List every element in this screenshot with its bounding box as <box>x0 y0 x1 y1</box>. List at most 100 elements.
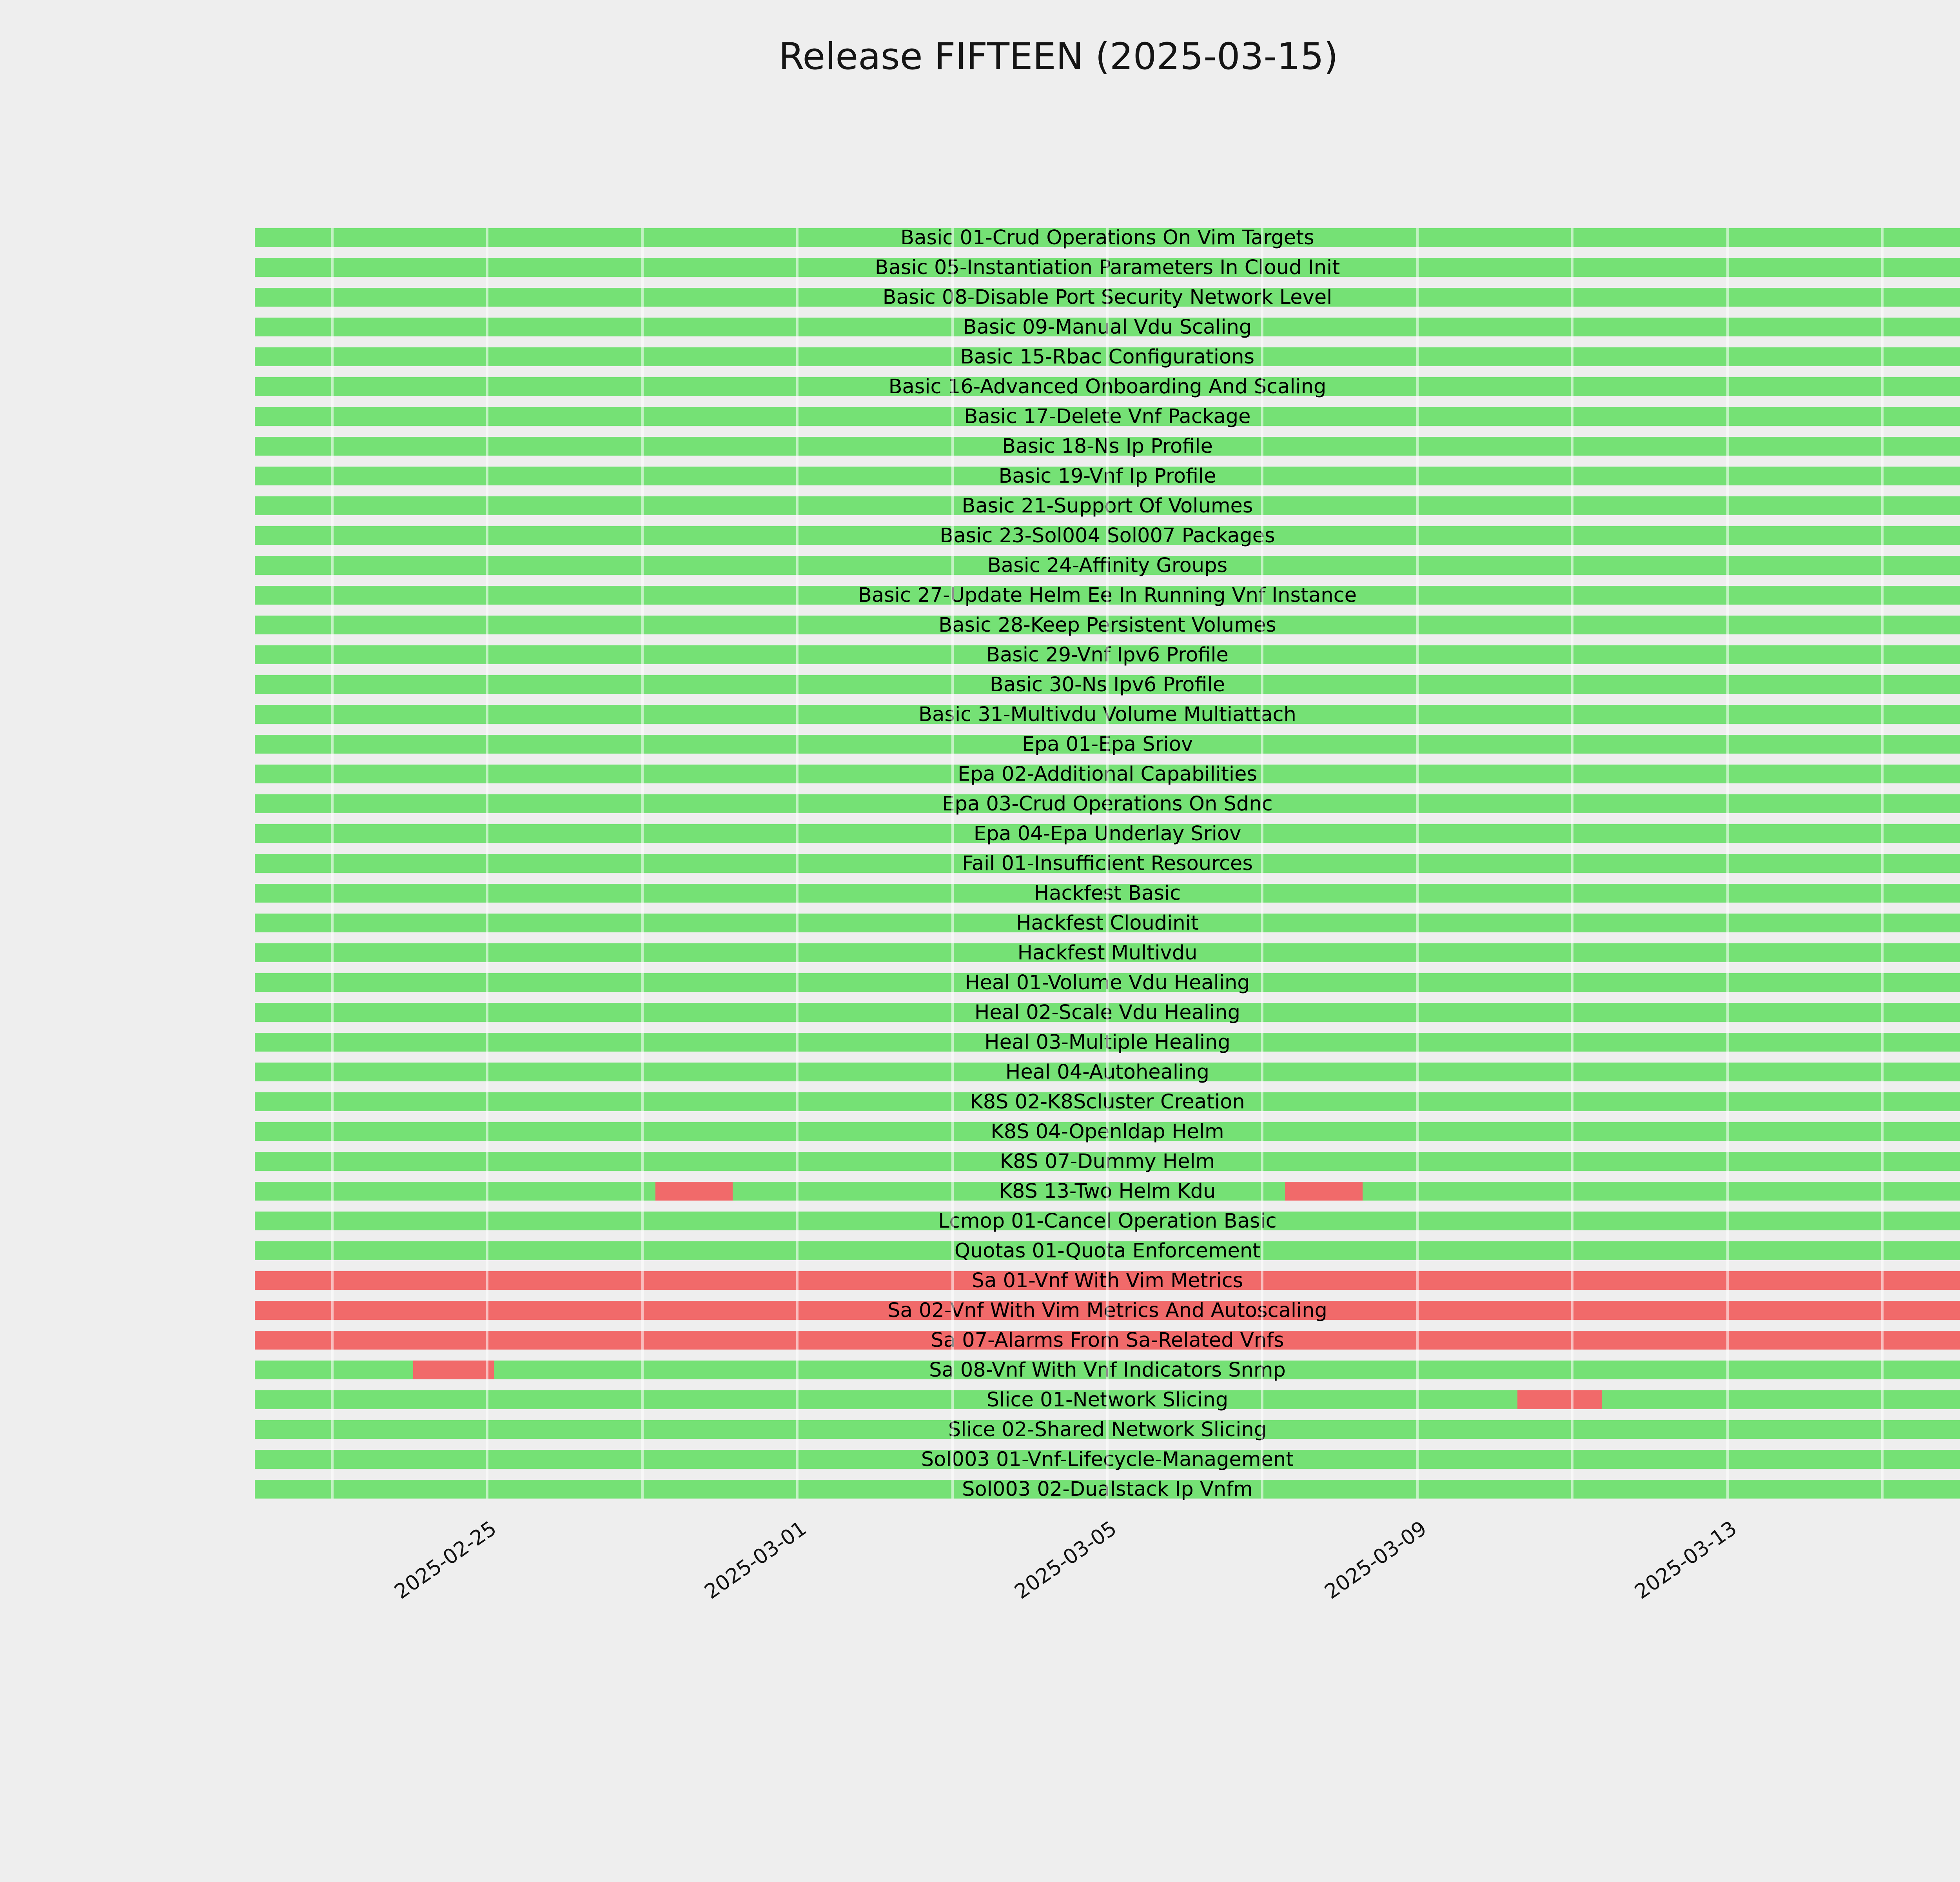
test-label: Basic 28-Keep Persistent Volumes <box>938 613 1276 637</box>
test-label: Sa 02-Vnf With Vim Metrics And Autoscali… <box>887 1299 1327 1322</box>
fail-segment <box>655 1182 733 1201</box>
test-label: Heal 03-Multiple Healing <box>984 1030 1230 1054</box>
test-label: Sa 07-Alarms From Sa-Related Vnfs <box>931 1328 1284 1352</box>
gantt-row: Basic 09-Manual Vdu Scaling <box>255 315 1960 347</box>
x-tick-label: 2025-03-09 <box>1320 1517 1431 1604</box>
gantt-row: Sa 01-Vnf With Vim Metrics <box>255 1269 1960 1301</box>
gantt-row: Basic 15-Rbac Configurations <box>255 345 1960 377</box>
gantt-row: K8S 02-K8Scluster Creation <box>255 1090 1960 1122</box>
x-tick-label: 2025-02-25 <box>390 1517 501 1604</box>
test-label: Heal 02-Scale Vdu Healing <box>975 1001 1240 1024</box>
gantt-row: Slice 02-Shared Network Slicing <box>255 1418 1960 1450</box>
gantt-row: Epa 04-Epa Underlay Sriov <box>255 822 1960 854</box>
test-label: Basic 30-Ns Ipv6 Profile <box>989 673 1225 696</box>
fail-segment <box>413 1361 494 1379</box>
gantt-row: K8S 07-Dummy Helm <box>255 1150 1960 1182</box>
test-label: Quotas 01-Quota Enforcement <box>954 1239 1261 1263</box>
test-label: K8S 07-Dummy Helm <box>1000 1150 1215 1173</box>
gantt-row: Heal 02-Scale Vdu Healing <box>255 1001 1960 1033</box>
gantt-row: Basic 29-Vnf Ipv6 Profile <box>255 643 1960 675</box>
test-label: Basic 19-Vnf Ip Profile <box>998 464 1216 488</box>
gantt-row: Basic 28-Keep Persistent Volumes <box>255 613 1960 645</box>
test-label: Hackfest Cloudinit <box>1016 911 1199 935</box>
gantt-row: Heal 01-Volume Vdu Healing <box>255 971 1960 1003</box>
test-label: Basic 29-Vnf Ipv6 Profile <box>986 643 1229 667</box>
fail-segment <box>1285 1182 1363 1201</box>
gantt-row: Hackfest Cloudinit <box>255 911 1960 943</box>
gantt-row: Basic 17-Delete Vnf Package <box>255 405 1960 437</box>
x-tick-label: 2025-03-01 <box>700 1517 811 1604</box>
test-label: Heal 04-Autohealing <box>1005 1060 1209 1084</box>
test-label: Lcmop 01-Cancel Operation Basic <box>938 1209 1277 1233</box>
gantt-row: Basic 31-Multivdu Volume Multiattach <box>255 703 1960 735</box>
gantt-row: Basic 21-Support Of Volumes <box>255 494 1960 526</box>
test-label: Basic 23-Sol004 Sol007 Packages <box>940 524 1275 547</box>
test-label: Basic 21-Support Of Volumes <box>962 494 1253 518</box>
gantt-row: Sa 08-Vnf With Vnf Indicators Snmp <box>255 1358 1960 1390</box>
test-label: Epa 04-Epa Underlay Sriov <box>973 822 1241 845</box>
gantt-row: Basic 16-Advanced Onboarding And Scaling <box>255 375 1960 407</box>
gantt-row: Epa 03-Crud Operations On Sdnc <box>255 792 1960 824</box>
gantt-row: K8S 04-Openldap Helm <box>255 1120 1960 1152</box>
test-label: Basic 24-Affinity Groups <box>987 554 1228 577</box>
test-label: Fail 01-Insufficient Resources <box>962 852 1253 875</box>
test-label: Sol003 02-Dualstack Ip Vnfm <box>962 1477 1253 1501</box>
gantt-row: Lcmop 01-Cancel Operation Basic <box>255 1209 1960 1241</box>
gantt-row: Sol003 01-Vnf-Lifecycle-Management <box>255 1448 1960 1480</box>
test-label: Basic 31-Multivdu Volume Multiattach <box>918 703 1296 726</box>
test-label: K8S 04-Openldap Helm <box>991 1120 1224 1143</box>
test-label: K8S 02-K8Scluster Creation <box>970 1090 1245 1114</box>
test-label: Basic 09-Manual Vdu Scaling <box>963 315 1252 339</box>
gantt-row: Basic 19-Vnf Ip Profile <box>255 464 1960 496</box>
test-label: Slice 01-Network Slicing <box>986 1388 1229 1412</box>
gantt-row: Basic 27-Update Helm Ee In Running Vnf I… <box>255 583 1960 616</box>
test-label: Basic 17-Delete Vnf Package <box>964 405 1251 428</box>
gantt-row: Sa 07-Alarms From Sa-Related Vnfs <box>255 1328 1960 1361</box>
gantt-row: Slice 01-Network Slicing <box>255 1388 1960 1420</box>
gantt-row: Basic 08-Disable Port Security Network L… <box>255 285 1960 318</box>
test-label: Sa 01-Vnf With Vim Metrics <box>971 1269 1243 1292</box>
gantt-row: Basic 30-Ns Ipv6 Profile <box>255 673 1960 705</box>
test-label: Basic 16-Advanced Onboarding And Scaling <box>888 375 1327 398</box>
x-axis: 2025-02-25 2025-03-01 2025-03-05 2025-03-09… <box>255 1517 1960 1713</box>
x-tick-label: 2025-03-13 <box>1630 1517 1741 1604</box>
gantt-row: Sa 02-Vnf With Vim Metrics And Autoscali… <box>255 1299 1960 1331</box>
gantt-rows: Basic 01-Crud Operations On Vim Targets B… <box>255 226 1960 1501</box>
gantt-row: Quotas 01-Quota Enforcement <box>255 1239 1960 1271</box>
gantt-row: Basic 01-Crud Operations On Vim Targets <box>255 226 1960 258</box>
gantt-row: Hackfest Basic <box>255 881 1960 914</box>
gantt-row: Sol003 02-Dualstack Ip Vnfm <box>255 1477 1960 1510</box>
gantt-row: Epa 01-Epa Sriov <box>255 732 1960 765</box>
test-label: Hackfest Multivdu <box>1017 941 1198 965</box>
gantt-row: Heal 04-Autohealing <box>255 1060 1960 1092</box>
gantt-row: Basic 18-Ns Ip Profile <box>255 434 1960 467</box>
test-label: Epa 02-Additional Capabilities <box>958 762 1257 786</box>
chart-title: Release FIFTEEN (2025-03-15) <box>779 35 1338 78</box>
test-label: Basic 08-Disable Port Security Network L… <box>882 285 1332 309</box>
gantt-row: Basic 24-Affinity Groups <box>255 554 1960 586</box>
x-tick-label: 2025-03-05 <box>1010 1517 1121 1604</box>
test-label: Basic 15-Rbac Configurations <box>960 345 1255 369</box>
test-label: Basic 27-Update Helm Ee In Running Vnf I… <box>858 583 1357 607</box>
test-label: Slice 02-Shared Network Slicing <box>948 1418 1267 1441</box>
plot-area: Basic 01-Crud Operations On Vim Targets B… <box>255 226 1960 1501</box>
test-label: Hackfest Basic <box>1034 881 1181 905</box>
gantt-row: Epa 02-Additional Capabilities <box>255 762 1960 794</box>
test-label: Epa 03-Crud Operations On Sdnc <box>942 792 1273 816</box>
gantt-row: K8S 13-Two Helm Kdu <box>255 1179 1960 1212</box>
test-label: Basic 18-Ns Ip Profile <box>1002 434 1213 458</box>
gantt-row: Heal 03-Multiple Healing <box>255 1030 1960 1063</box>
test-label: Epa 01-Epa Sriov <box>1022 732 1193 756</box>
gantt-row: Fail 01-Insufficient Resources <box>255 852 1960 884</box>
test-label: Basic 05-Instantiation Parameters In Clo… <box>875 256 1340 279</box>
test-label: Sol003 01-Vnf-Lifecycle-Management <box>921 1448 1294 1471</box>
test-label: Heal 01-Volume Vdu Healing <box>965 971 1250 994</box>
test-label: K8S 13-Two Helm Kdu <box>999 1179 1216 1203</box>
test-label: Sa 08-Vnf With Vnf Indicators Snmp <box>929 1358 1286 1382</box>
gantt-row: Basic 05-Instantiation Parameters In Clo… <box>255 256 1960 288</box>
test-label: Basic 01-Crud Operations On Vim Targets <box>900 226 1314 249</box>
gantt-row: Hackfest Multivdu <box>255 941 1960 973</box>
fail-segment <box>1517 1390 1602 1409</box>
gantt-row: Basic 23-Sol004 Sol007 Packages <box>255 524 1960 556</box>
